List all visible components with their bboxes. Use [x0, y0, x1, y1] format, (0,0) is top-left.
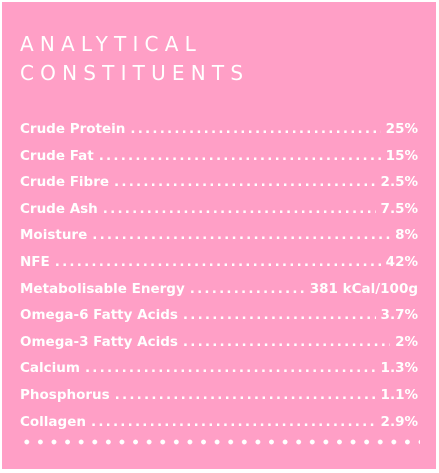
list-item: Omega-6 Fatty Acids ....................…: [20, 307, 418, 334]
dot-leader: ........................................…: [102, 200, 376, 217]
constituent-label: NFE: [20, 253, 50, 270]
list-item: Collagen ...............................…: [20, 414, 418, 441]
constituent-value: 381 kCal/100g: [309, 280, 418, 297]
constituents-list: Crude Protein ..........................…: [20, 121, 418, 440]
constituent-value: 42%: [385, 253, 418, 270]
constituent-value: 15%: [385, 147, 418, 164]
constituent-label: Moisture: [20, 227, 88, 244]
list-item: Crude Fat ..............................…: [20, 148, 418, 175]
constituent-label: Phosphorus: [20, 386, 110, 403]
dot-leader: ........................................…: [84, 360, 376, 377]
constituent-label: Crude Fat: [20, 147, 94, 164]
list-item: Metabolisable Energy ...................…: [20, 281, 418, 308]
list-item: Phosphorus .............................…: [20, 387, 418, 414]
title-line-1: ANALYTICAL: [20, 32, 202, 56]
dot-leader: ........................................…: [189, 280, 305, 297]
constituent-label: Metabolisable Energy: [20, 280, 185, 297]
dot-leader: ........................................…: [92, 227, 390, 244]
constituent-value: 7.5%: [380, 200, 418, 217]
constituent-label: Crude Protein: [20, 121, 126, 137]
constituent-value: 25%: [385, 121, 418, 137]
list-item: Moisture ...............................…: [20, 227, 418, 254]
constituent-label: Omega-3 Fatty Acids: [20, 333, 178, 350]
dot-leader: ........................................…: [54, 253, 381, 270]
list-item: Crude Ash ..............................…: [20, 201, 418, 228]
list-item: Crude Fibre ............................…: [20, 174, 418, 201]
constituent-value: 3.7%: [380, 307, 418, 324]
dotted-divider: [20, 439, 420, 445]
dot-leader: ........................................…: [90, 413, 376, 430]
list-item: Omega-3 Fatty Acids ....................…: [20, 334, 418, 361]
dot-leader: ........................................…: [182, 307, 376, 324]
list-item: NFE ....................................…: [20, 254, 418, 281]
dot-leader: ........................................…: [182, 333, 390, 350]
constituent-label: Crude Fibre: [20, 174, 110, 191]
dot-leader: ........................................…: [98, 147, 381, 164]
analytical-constituents-panel: ANALYTICAL CONSTITUENTS Crude Protein ..…: [2, 2, 436, 469]
constituent-value: 1.1%: [380, 386, 418, 403]
constituent-label: Calcium: [20, 360, 80, 377]
constituent-label: Collagen: [20, 413, 86, 430]
constituent-label: Omega-6 Fatty Acids: [20, 307, 178, 324]
constituent-label: Crude Ash: [20, 200, 98, 217]
panel-title: ANALYTICAL CONSTITUENTS: [20, 30, 418, 88]
dot-leader: ........................................…: [114, 174, 376, 191]
dot-leader: ........................................…: [130, 121, 380, 137]
list-item: Calcium ................................…: [20, 360, 418, 387]
constituent-value: 2.5%: [380, 174, 418, 191]
title-line-2: CONSTITUENTS: [20, 61, 250, 85]
constituent-value: 2.9%: [380, 413, 418, 430]
constituent-value: 1.3%: [380, 360, 418, 377]
constituent-value: 8%: [395, 227, 418, 244]
list-item: Crude Protein ..........................…: [20, 121, 418, 148]
constituent-value: 2%: [395, 333, 418, 350]
dot-leader: ........................................…: [114, 386, 376, 403]
